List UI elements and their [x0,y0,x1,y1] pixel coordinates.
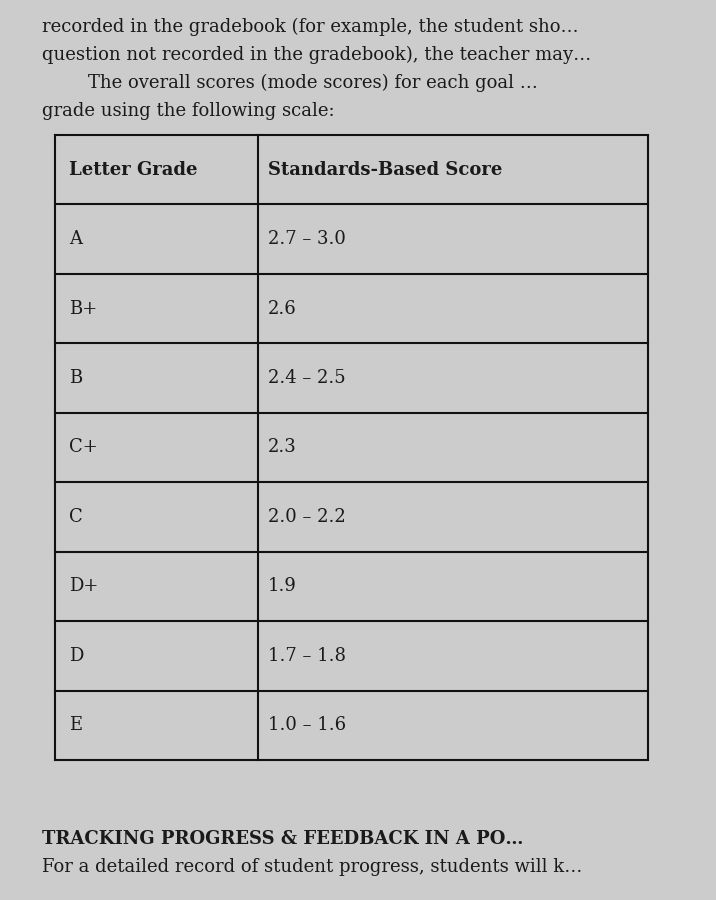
Text: For a detailed record of student progress, students will k…: For a detailed record of student progres… [42,858,582,876]
Text: 2.6: 2.6 [268,300,296,318]
Text: 2.3: 2.3 [268,438,296,456]
Text: A: A [69,230,82,248]
Text: E: E [69,716,82,734]
Text: B: B [69,369,82,387]
Text: 2.4 – 2.5: 2.4 – 2.5 [268,369,346,387]
Text: D: D [69,647,83,665]
Text: grade using the following scale:: grade using the following scale: [42,102,334,120]
Text: 2.7 – 3.0: 2.7 – 3.0 [268,230,346,248]
Text: 2.0 – 2.2: 2.0 – 2.2 [268,508,346,526]
Text: 1.9: 1.9 [268,578,297,596]
Text: C+: C+ [69,438,98,456]
Text: Letter Grade: Letter Grade [69,161,198,179]
Text: question not recorded in the gradebook), the teacher may…: question not recorded in the gradebook),… [42,46,591,64]
Text: Standards-Based Score: Standards-Based Score [268,161,503,179]
Text: C: C [69,508,83,526]
Text: recorded in the gradebook (for example, the student sho…: recorded in the gradebook (for example, … [42,18,579,36]
Text: TRACKING PROGRESS & FEEDBACK IN A PO…: TRACKING PROGRESS & FEEDBACK IN A PO… [42,830,523,848]
Text: B+: B+ [69,300,97,318]
Text: D+: D+ [69,578,98,596]
Text: The overall scores (mode scores) for each goal …: The overall scores (mode scores) for eac… [42,74,538,93]
Text: 1.7 – 1.8: 1.7 – 1.8 [268,647,346,665]
Text: 1.0 – 1.6: 1.0 – 1.6 [268,716,346,734]
